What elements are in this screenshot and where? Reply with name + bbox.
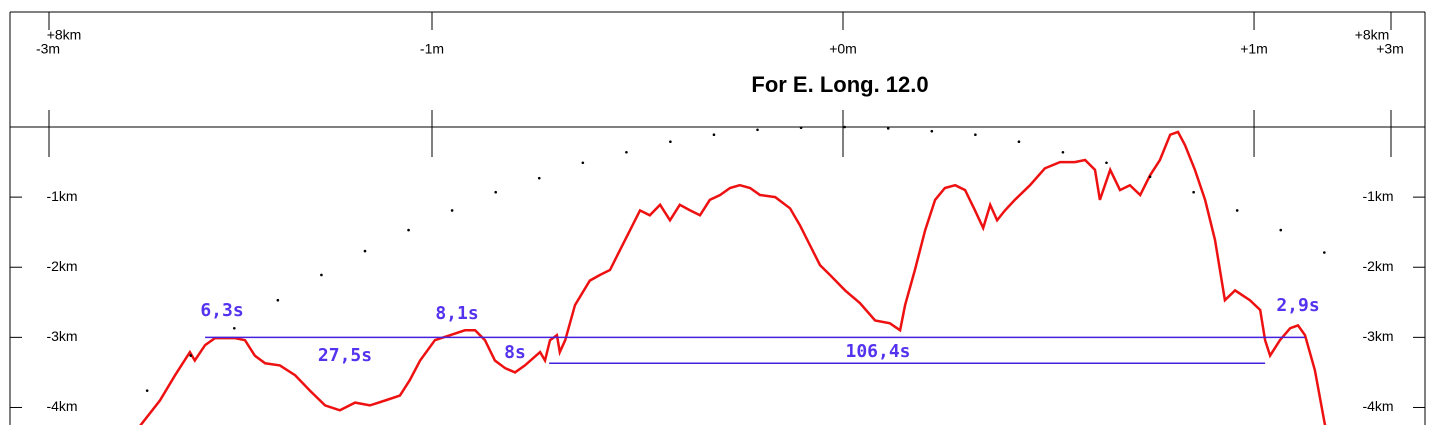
mean-limb-dot [1105,161,1108,165]
y-tick-label: -3km [46,328,77,344]
x-tick-label: -1m [420,41,444,57]
mean-limb-dot [974,133,977,137]
mean-limb-dot [450,209,454,212]
corner-label: -3m [36,41,60,57]
mean-limb-dot [494,190,497,194]
duration-label: 27,5s [318,345,372,366]
mean-limb-dot [799,126,803,130]
mean-limb-dot [1017,140,1021,144]
mean-limb-dot [843,125,846,129]
mean-limb-dot [1061,150,1065,154]
mean-limb-dot [145,389,149,392]
y-tick-label: -2km [46,258,77,274]
mean-limb-dot [886,127,890,130]
mean-limb-dot [669,140,672,144]
y-tick-label: -1km [1362,188,1393,204]
duration-label: 6,3s [200,300,243,321]
mean-limb-dot [407,228,410,232]
mean-limb-dot [756,128,759,132]
x-tick-label: +1m [1240,41,1268,57]
profile-line [139,130,1327,425]
mean-limb-dot [1192,190,1195,194]
mean-limb-dot [189,354,193,357]
corner-label: +8km [1355,27,1390,43]
mean-limb-dot [232,326,236,330]
y-tick-label: -3km [1362,328,1393,344]
mean-limb-dot [276,298,280,302]
mean-limb-dot [581,161,585,165]
duration-label: 2,9s [1276,295,1319,316]
mean-limb-dot [625,150,628,154]
duration-label: 8s [504,342,526,363]
mean-limb-dot [363,249,367,253]
mean-limb-dot [712,133,716,137]
mean-limb-dot [1279,228,1283,232]
duration-label: 8,1s [435,303,478,324]
y-tick-label: -1km [46,188,77,204]
y-tick-label: -4km [46,398,77,414]
x-tick-label: +0m [829,41,857,57]
mean-limb-dot [1323,251,1326,254]
mean-limb-dot [1148,175,1152,179]
y-tick-label: -2km [1362,258,1393,274]
mean-limb-dot [320,273,323,277]
mean-limb-dot [1235,209,1239,212]
corner-label: +8km [47,27,82,43]
mean-limb-dot [537,176,541,180]
chart-title: For E. Long. 12.0 [751,72,928,97]
corner-label: +3m [1376,41,1404,57]
duration-label: 106,4s [845,341,910,362]
mean-limb-dot [930,129,934,133]
y-tick-label: -4km [1362,398,1393,414]
